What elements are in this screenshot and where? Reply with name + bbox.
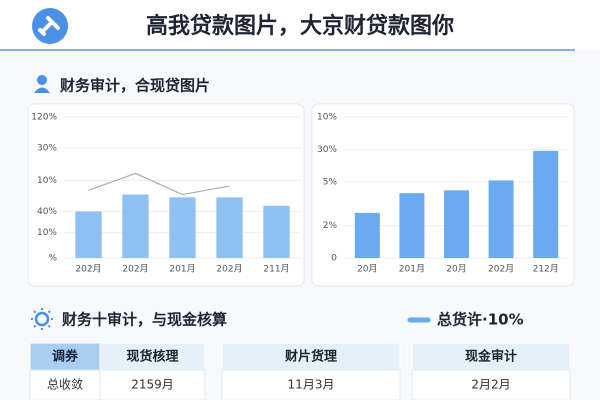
user-icon: [37, 75, 47, 85]
bar: [354, 212, 380, 258]
header-cell: [99, 342, 206, 371]
header-cell: [411, 342, 571, 371]
cell-text: 2月2月: [471, 378, 510, 392]
y-tick-label: 30%: [37, 144, 57, 154]
cell-text: 总收敛: [47, 377, 83, 392]
y-tick-label: 0: [331, 254, 337, 264]
header-text: 调券: [52, 349, 79, 365]
header-cell: [221, 342, 401, 371]
y-tick-label: 2%: [323, 221, 338, 231]
y-tick-label: %: [48, 254, 57, 264]
sun-icon: [34, 311, 50, 327]
page-title: 高我贷款图片，大京财贷款图你: [146, 13, 454, 39]
cell: [411, 369, 571, 400]
header-text: 财片货理: [285, 349, 337, 365]
x-tick-label: 20月: [446, 264, 466, 275]
x-tick-label: 202月: [216, 264, 242, 275]
cell: [221, 369, 401, 400]
sun-rays: [31, 308, 53, 330]
header-text: 现货核理: [126, 349, 178, 365]
bar: [263, 205, 290, 258]
x-tick-label: 202月: [122, 264, 148, 275]
x-tick-label: 212月: [533, 264, 559, 275]
bar: [216, 197, 243, 258]
y-tick-label: 10%: [317, 113, 337, 123]
header-text: 现金审计: [465, 349, 517, 365]
x-tick-label: 201月: [399, 264, 425, 275]
x-tick-label: 20月: [357, 264, 377, 275]
section-title: 财务十审计，与现金核算: [62, 311, 227, 329]
bar: [122, 194, 149, 258]
bar: [169, 197, 196, 258]
x-tick-label: 202月: [75, 264, 101, 275]
bar: [75, 211, 102, 258]
y-tick-label: 30%: [317, 145, 337, 155]
header-bar: [0, 0, 600, 50]
user-icon-body: [34, 87, 50, 93]
y-tick-label: 10%: [37, 228, 57, 238]
cell-text: 11月3月: [288, 378, 335, 392]
bar: [533, 150, 559, 258]
bar: [444, 190, 469, 258]
bar: [399, 193, 425, 258]
section-title: 财务审计，合现贷图片: [60, 77, 210, 95]
bar: [488, 180, 514, 258]
x-tick-label: 211月: [263, 264, 289, 275]
trend-line: [88, 172, 230, 196]
x-tick-label: 201月: [169, 264, 195, 275]
x-tick-label: 202月: [488, 264, 514, 275]
y-tick-label: 40%: [37, 207, 57, 217]
cell: [99, 369, 206, 400]
cell-text: 2159月: [131, 378, 174, 392]
y-tick-label: 5%: [323, 177, 338, 187]
y-tick-label: 120%: [31, 113, 57, 123]
legend-label: 总货许·10%: [437, 311, 524, 329]
logo-icon: [38, 16, 60, 36]
chart-panel: [27, 103, 305, 287]
y-tick-label: 10%: [37, 176, 57, 186]
